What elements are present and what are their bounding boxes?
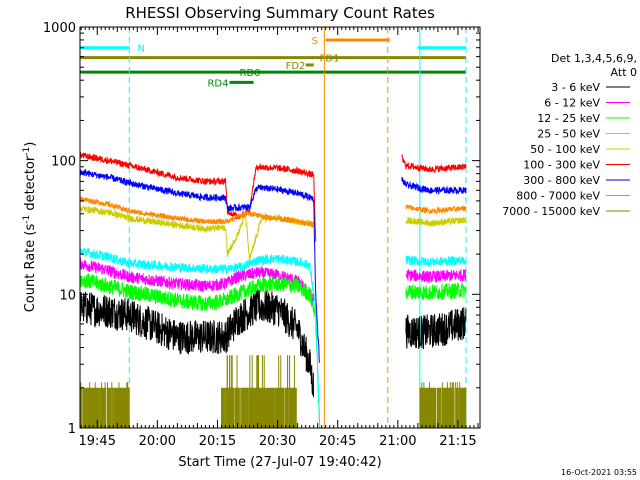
x-tick-label-20-30: 20:30 [259,434,296,449]
series-lines [79,151,467,429]
plot-frame [79,26,481,429]
series-3-6-kev [79,288,467,398]
legend-label-800-7000-kev: 800 - 7000 keV [516,190,600,203]
y-axis-label: Count Rate (s-1 detector-1) [22,142,38,313]
series-segment-1 [405,216,467,228]
y-tick-label-1: 1 [68,422,76,437]
series-segment-1 [405,269,467,283]
x-axis-label: Start Time (27-Jul-07 19:40:42) [178,455,381,470]
chart-title: RHESSI Observing Summary Count Rates [125,4,435,22]
series-300-800-kev [79,168,467,363]
legend-label-50-100-kev: 50 - 100 keV [530,143,600,156]
series-segment-1 [401,153,467,174]
series-segment-1 [405,204,467,215]
series-segment-0 [79,257,314,305]
x-tick-label-21-00: 21:00 [379,434,416,449]
x-axis-ticks: 19:45 20:00 20:15 20:30 20:45 21:00 21:15 [79,27,479,449]
noise-segment-1 [221,355,297,428]
flag-label-fd2: FD2 [286,61,306,72]
legend-label-100-300-kev: 100 - 300 keV [523,159,600,172]
series-segment-1 [405,282,467,301]
legend-label-7000-15000-kev: 7000 - 15000 keV [502,205,600,218]
series-segment-0 [79,196,314,228]
legend-label-6-12-kev: 6 - 12 keV [544,97,600,110]
legend-label-12-25-kev: 12 - 25 keV [537,112,600,125]
series-segment-1 [401,176,467,196]
series-segment-1 [405,307,467,350]
series-segment-0 [79,247,321,429]
timestamp: 16-Oct-2021 03:55 [561,468,637,477]
series-segment-0 [79,273,321,426]
series-25-50-kev [79,247,467,429]
series-segment-0 [79,288,314,398]
series-segment-0 [79,168,321,363]
time-markers [128,27,467,428]
y-axis-label-end: ) [23,142,38,147]
y-tick-label-10: 10 [59,288,76,303]
y-axis-label-mid: detector [23,155,38,215]
y-axis-label-sup1: -1 [22,215,32,224]
series-12-25-kev [79,273,467,426]
flag-label-fd1: FD1 [320,54,340,65]
legend: Det 1,3,4,5,6,9, Att 0 3 - 6 keV 6 - 12 k… [502,52,637,218]
y-axis-ticks: 1 10 100 1000 [43,21,480,437]
legend-header-attenuator: Att 0 [611,66,637,79]
noise-segment-0 [79,382,130,428]
x-tick-label-20-45: 20:45 [319,434,356,449]
series-segment-1 [405,255,467,267]
x-tick-label-20-15: 20:15 [199,434,236,449]
series-6-12-kev [79,257,467,305]
series-800-7000-kev [79,196,467,228]
legend-label-3-6-kev: 3 - 6 keV [551,81,600,94]
flag-label-rd0: RD0 [240,68,261,79]
x-tick-label-20-00: 20:00 [139,434,176,449]
y-axis-label-sup2: -1 [22,147,32,156]
legend-label-300-800-kev: 300 - 800 keV [523,174,600,187]
noise-segment-2 [419,382,467,428]
series-100-300-kev [79,151,467,242]
flag-label-s: S [312,36,318,47]
y-axis-label-main: Count Rate (s [23,224,38,313]
x-tick-label-19-45: 19:45 [79,434,116,449]
x-tick-label-21-15: 21:15 [439,434,476,449]
series-segment-0 [79,151,317,242]
legend-label-25-50-kev: 25 - 50 keV [537,128,600,141]
y-tick-label-1000: 1000 [43,21,76,36]
series-7000-15000-kev [79,355,467,428]
legend-header-detectors: Det 1,3,4,5,6,9, [551,52,637,65]
flag-label-n: N [137,44,144,55]
flag-label-rd4: RD4 [207,78,228,89]
legend-entries: 3 - 6 keV 6 - 12 keV 12 - 25 keV 25 - 50 ke… [502,81,630,218]
y-tick-label-100: 100 [51,155,76,170]
